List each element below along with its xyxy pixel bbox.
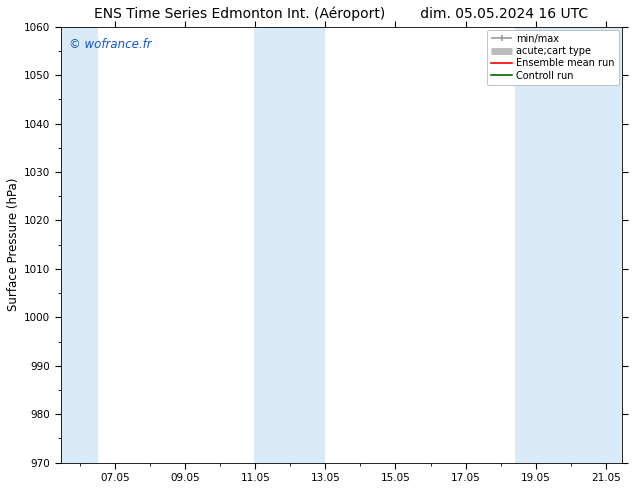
Text: © wofrance.fr: © wofrance.fr <box>69 38 152 50</box>
Bar <box>61 27 98 463</box>
Y-axis label: Surface Pressure (hPa): Surface Pressure (hPa) <box>7 178 20 312</box>
Bar <box>515 27 621 463</box>
Title: ENS Time Series Edmonton Int. (Aéroport)        dim. 05.05.2024 16 UTC: ENS Time Series Edmonton Int. (Aéroport)… <box>94 7 588 22</box>
Legend: min/max, acute;cart type, Ensemble mean run, Controll run: min/max, acute;cart type, Ensemble mean … <box>487 30 619 85</box>
Bar <box>254 27 325 463</box>
